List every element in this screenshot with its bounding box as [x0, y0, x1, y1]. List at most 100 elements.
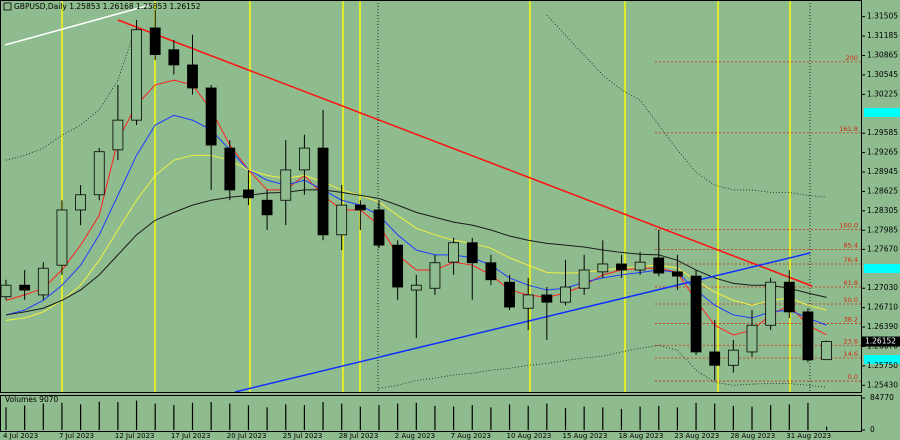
x-tick-label: 2 Aug 2023 [395, 432, 435, 440]
y-tick-label: 1.31505 [867, 12, 898, 21]
candle-body [727, 349, 739, 366]
candle-body [19, 284, 31, 291]
candle-body [485, 262, 497, 281]
candle-body [653, 257, 665, 274]
candle-body [354, 204, 366, 211]
fib-label: 85.4 [844, 241, 858, 249]
candle-body [429, 262, 441, 289]
candle-body [112, 119, 124, 151]
candle-body [131, 29, 142, 121]
candle-body [765, 281, 777, 326]
y-tick-label: 1.27670 [867, 244, 898, 253]
volume-panel-border [0, 395, 862, 432]
indicator-line [5, 79, 827, 336]
fib-label: 38.2 [844, 315, 858, 323]
candle-body [466, 242, 478, 264]
x-tick-label: 7 Jul 2023 [59, 432, 94, 440]
level-marker [864, 355, 900, 364]
candle-body [224, 147, 236, 191]
candle-body [187, 64, 198, 89]
candle-body [392, 244, 404, 288]
symbol-icon [3, 2, 12, 11]
candle-body [410, 284, 422, 291]
fib-label: 61.8 [844, 279, 858, 287]
y-tick-label: 1.27985 [867, 225, 898, 234]
x-tick-label: 10 Aug 2023 [507, 432, 552, 440]
y-tick-label: 1.25430 [867, 380, 898, 389]
candle-body [243, 189, 254, 199]
candle-body [634, 261, 646, 271]
candle-body [317, 147, 329, 236]
candle-body [746, 324, 758, 353]
indicator-line [378, 344, 827, 389]
period-separators [377, 0, 811, 392]
chart-title: GBPUSD,Daily 1.25853 1.26168 1.25853 1.2… [14, 2, 201, 11]
candle-body [560, 286, 571, 303]
x-tick-label: 4 Jul 2023 [3, 432, 38, 440]
candle-body [821, 341, 832, 361]
y-tick-label: 1.30865 [867, 51, 898, 60]
y-tick-label: 1.27030 [867, 283, 898, 292]
volume-label: Volumes 9070 [5, 395, 59, 404]
y-tick-label: 1.29585 [867, 128, 898, 137]
candle-body [373, 209, 385, 246]
y-tick-label: 1.28945 [867, 167, 898, 176]
x-tick-label: 31 Aug 2023 [786, 432, 831, 440]
x-tick-label: 12 Jul 2023 [115, 432, 155, 440]
x-tick-label: 23 Aug 2023 [674, 432, 719, 440]
indicator-line [5, 114, 827, 326]
level-marker [864, 108, 900, 117]
y-tick-label: 1.29265 [867, 148, 898, 157]
level-marker [864, 264, 900, 273]
y-tick-label: 1.26390 [867, 322, 898, 331]
candle-body [597, 263, 609, 273]
last-price-box [862, 336, 900, 347]
fib-label: 0.0 [848, 373, 858, 381]
candle-body [261, 199, 273, 216]
candle-body [336, 204, 348, 236]
candle-body [578, 269, 590, 289]
candle-body [56, 209, 68, 266]
x-tick-label: 25 Jul 2023 [283, 432, 323, 440]
trend-line [4, 4, 151, 46]
trend-line [234, 252, 811, 393]
price-panel-border [0, 0, 862, 393]
x-tick-label: 15 Aug 2023 [563, 432, 608, 440]
candle-body [75, 194, 86, 211]
y-tick-label: 1.31185 [867, 31, 898, 40]
candle-body [522, 294, 534, 309]
fibonacci-levels: 200 161.8 100.0 85.4 76.4 61.8 50.0 38.2 23.6 14.… [655, 54, 861, 382]
candle-body [504, 281, 515, 308]
indicator-line [5, 154, 827, 321]
candle-body [672, 271, 683, 277]
x-tick-label: 20 Jul 2023 [227, 432, 267, 440]
y-tick-label: 1.25750 [867, 361, 898, 370]
trend-line [117, 19, 813, 287]
volume-tick-label: 0 [870, 425, 875, 434]
fib-label: 50.0 [844, 296, 858, 304]
candle-body [205, 87, 217, 146]
x-tick-label: 28 Aug 2023 [730, 432, 775, 440]
x-tick-label: 28 Jul 2023 [339, 432, 379, 440]
last-price-label: 1.26152 [865, 337, 896, 346]
candle-body [93, 151, 105, 196]
candle-body [541, 294, 553, 303]
y-tick-label: 1.30545 [867, 70, 898, 79]
fib-label: 14.6 [844, 350, 858, 358]
candle-body [616, 263, 627, 271]
indicator-line [5, 24, 137, 161]
y-tick-label: 1.28305 [867, 206, 898, 215]
candles [0, 9, 832, 381]
candle-body [298, 147, 310, 171]
fib-label: 23.6 [844, 337, 858, 345]
fib-label: 76.4 [844, 256, 858, 264]
volume-tick-label: 84770 [870, 393, 894, 402]
candle-body [0, 284, 12, 298]
fib-label: 200 [846, 54, 858, 62]
candle-body [168, 49, 180, 66]
candle-body [709, 351, 721, 366]
y-tick-label: 1.26710 [867, 303, 898, 312]
x-tick-label: 18 Aug 2023 [618, 432, 663, 440]
